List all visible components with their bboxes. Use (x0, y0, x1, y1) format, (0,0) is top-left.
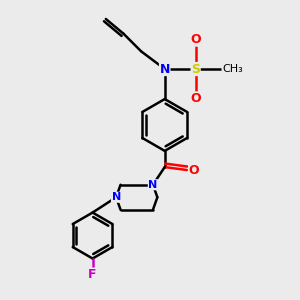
Text: O: O (190, 33, 201, 46)
Text: N: N (112, 192, 121, 202)
Text: S: S (191, 62, 200, 76)
Text: F: F (88, 268, 97, 281)
Text: O: O (190, 92, 201, 105)
Text: CH₃: CH₃ (222, 64, 243, 74)
Text: O: O (189, 164, 200, 176)
Text: N: N (160, 62, 170, 76)
Text: N: N (148, 180, 158, 190)
